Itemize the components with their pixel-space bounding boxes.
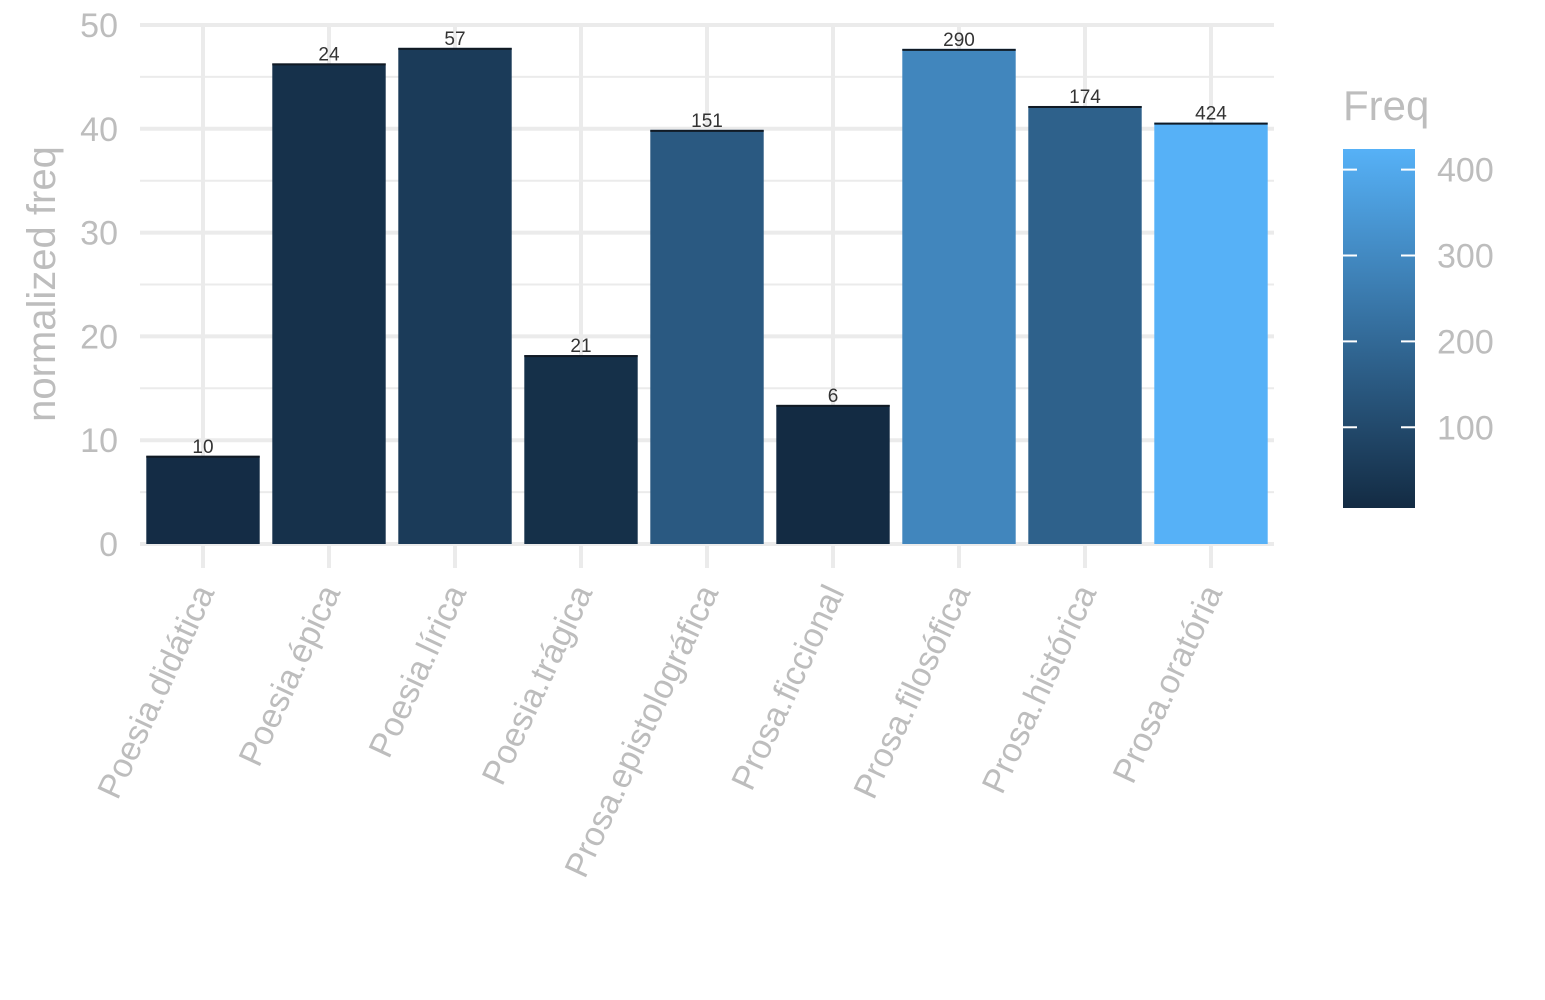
bar-value-label: 424 (1195, 104, 1227, 125)
bar-value-label: 24 (318, 44, 340, 65)
legend-tick-label: 100 (1437, 409, 1494, 447)
bar (776, 404, 890, 544)
legend-title: Freq (1343, 82, 1429, 129)
y-axis-ticks: 0 10 20 30 40 50 (80, 7, 118, 564)
bar-value-label: 290 (943, 30, 975, 51)
x-tick-label: Prosa.ficcional (724, 579, 852, 795)
bars (146, 47, 1268, 545)
bar (398, 47, 512, 544)
y-axis-title: normalized freq (20, 146, 64, 422)
bar-value-label: 57 (444, 29, 465, 50)
legend-tick-label: 300 (1437, 237, 1494, 275)
legend-colorbar (1343, 149, 1415, 508)
legend-ticks: 100 200 300 400 (1343, 152, 1494, 447)
x-tick-label: Poesia.lírica (362, 579, 475, 763)
bar (1154, 122, 1268, 545)
x-tick-label: Prosa.oratória (1106, 579, 1231, 789)
x-tick-label: Poesia.épica (232, 579, 349, 772)
bar-labels: 10 24 57 21 151 6 290 174 424 (192, 29, 1227, 458)
y-tick-label: 0 (99, 526, 118, 564)
bar (524, 355, 638, 544)
legend-tick-label: 400 (1437, 152, 1494, 190)
legend-tick-label: 200 (1437, 323, 1494, 361)
legend: Freq 100 200 300 400 (1343, 82, 1494, 508)
y-tick-label: 10 (80, 422, 118, 460)
x-tick-label: Prosa.filosófica (846, 579, 978, 804)
bar (272, 63, 386, 544)
y-tick-label: 30 (80, 215, 118, 253)
bar (902, 48, 1016, 545)
bar (1028, 105, 1142, 545)
bar-value-label: 10 (192, 437, 213, 458)
x-tick-label: Poesia.didática (90, 579, 222, 804)
x-axis-ticks: Poesia.didática Poesia.épica Poesia.lírica… (90, 579, 1230, 883)
y-tick-label: 40 (80, 111, 118, 149)
bar-value-label: 151 (691, 111, 723, 132)
y-tick-label: 50 (80, 7, 118, 45)
y-tick-label: 20 (80, 318, 118, 356)
bar (650, 129, 764, 544)
x-tick-label: Prosa.histórica (975, 579, 1105, 799)
bar-value-label: 174 (1069, 87, 1101, 108)
x-tick-label: Poesia.trágica (475, 579, 601, 790)
bar-value-label: 6 (828, 386, 839, 407)
bar-value-label: 21 (570, 336, 591, 357)
bar (146, 455, 260, 544)
